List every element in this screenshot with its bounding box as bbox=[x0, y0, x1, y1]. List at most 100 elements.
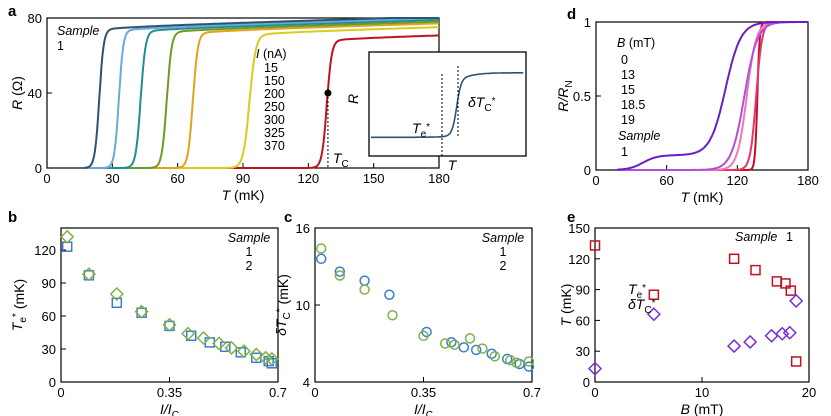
legend-entry-150: 150 bbox=[264, 74, 285, 88]
data-point bbox=[134, 304, 149, 319]
inset-curve bbox=[371, 72, 524, 139]
y-tick-label: 90 bbox=[576, 283, 590, 298]
y-tick-label: 1 bbox=[584, 15, 591, 30]
legend-title: Sample bbox=[482, 231, 524, 245]
x-tick-label: 30 bbox=[105, 171, 119, 186]
data-point bbox=[181, 326, 196, 341]
unit-text: (mK) bbox=[689, 189, 723, 205]
legend-entry-15: 15 bbox=[264, 61, 278, 75]
text-part: R bbox=[9, 100, 25, 110]
y-tick-label: 10 bbox=[296, 298, 310, 313]
text-part: C bbox=[644, 305, 651, 316]
data-point bbox=[224, 340, 239, 355]
data-point bbox=[750, 264, 761, 276]
y-tick-label: 0 bbox=[35, 161, 42, 176]
x-tick-label: 60 bbox=[659, 173, 673, 188]
text-part: I/I bbox=[160, 401, 172, 416]
data-point bbox=[775, 326, 790, 341]
x-tick-label: 0 bbox=[591, 385, 598, 400]
y-tick-label: 4 bbox=[303, 375, 310, 390]
data-point bbox=[780, 278, 791, 289]
legend-entry-0: Te* bbox=[628, 281, 646, 301]
text-part: e bbox=[421, 129, 427, 140]
text-part: T bbox=[333, 150, 343, 166]
data-point bbox=[334, 270, 346, 281]
unit-text: (mK) bbox=[275, 274, 291, 308]
text-part: * bbox=[426, 122, 430, 133]
x-tick-label: 0 bbox=[311, 385, 318, 400]
data-point bbox=[81, 267, 96, 282]
legend-entry-370: 370 bbox=[264, 139, 285, 153]
legend-entry-1: 1 bbox=[246, 245, 253, 259]
inset-dtc-label: δTC* bbox=[468, 94, 496, 114]
x-axis-label: B (mT) bbox=[681, 401, 724, 416]
text-part: T bbox=[9, 321, 25, 331]
data-point bbox=[511, 357, 522, 368]
data-point bbox=[212, 336, 227, 351]
panel-label: b bbox=[8, 209, 17, 226]
data-point bbox=[727, 339, 742, 354]
data-point bbox=[315, 243, 327, 254]
y-tick-label: 16 bbox=[296, 221, 310, 236]
data-point bbox=[505, 354, 516, 366]
data-point bbox=[446, 336, 457, 348]
x-axis-label: I/IC bbox=[160, 401, 179, 416]
data-point bbox=[523, 356, 535, 367]
y-axis-label: δTC* (mK) bbox=[273, 274, 293, 336]
x-axis-label: I/IC bbox=[414, 401, 433, 416]
panel-label: a bbox=[8, 3, 17, 20]
text-part: e bbox=[637, 290, 643, 301]
y-tick-label: 80 bbox=[28, 11, 42, 26]
text-part: C bbox=[426, 410, 433, 416]
data-point bbox=[764, 328, 779, 343]
x-axis-label: T (mK) bbox=[681, 189, 724, 205]
x-axis-label: T (mK) bbox=[222, 187, 265, 203]
text-part: * bbox=[642, 283, 646, 294]
y-tick-label: 60 bbox=[42, 309, 56, 324]
data-point bbox=[771, 276, 783, 287]
data-point bbox=[334, 266, 346, 277]
panel-label: c bbox=[284, 209, 292, 226]
data-point bbox=[477, 343, 488, 354]
text-part: T bbox=[681, 189, 691, 205]
data-point bbox=[359, 275, 370, 286]
data-point bbox=[264, 351, 279, 366]
data-point bbox=[648, 289, 660, 300]
text-part: B bbox=[681, 401, 690, 416]
text-part: C bbox=[341, 159, 348, 170]
legend-entry-300: 300 bbox=[264, 113, 285, 127]
x-tick-label: 0 bbox=[57, 385, 64, 400]
data-point bbox=[315, 253, 327, 265]
x-tick-label: 10 bbox=[695, 385, 709, 400]
legend-entry-325: 325 bbox=[264, 126, 285, 140]
sample-title: Sample bbox=[618, 129, 660, 143]
x-tick-label: 150 bbox=[363, 171, 385, 186]
unit-text: (mT) bbox=[625, 36, 655, 50]
data-point bbox=[387, 310, 398, 321]
text-part: * bbox=[652, 298, 656, 309]
text-part: T bbox=[448, 157, 458, 173]
text-part: * bbox=[11, 313, 22, 317]
text-part: T bbox=[628, 281, 638, 297]
text-part: δT bbox=[468, 94, 486, 110]
legend-entry-15: 15 bbox=[621, 83, 635, 97]
y-tick-label: 120 bbox=[34, 243, 56, 258]
data-point bbox=[589, 240, 601, 251]
data-point bbox=[249, 347, 264, 362]
text-part: R bbox=[345, 94, 361, 104]
text-part: C bbox=[172, 410, 179, 416]
x-tick-label: 0.35 bbox=[411, 385, 436, 400]
data-point bbox=[646, 307, 661, 322]
y-tick-label: 0 bbox=[583, 375, 590, 390]
unit-text: (mK) bbox=[558, 284, 574, 318]
data-point bbox=[418, 330, 429, 342]
legend-title: Sample bbox=[228, 231, 270, 245]
series-line-300 bbox=[84, 18, 440, 169]
data-point bbox=[790, 356, 802, 367]
inset-x-label: T bbox=[448, 157, 458, 173]
data-point bbox=[109, 286, 124, 302]
x-tick-label: 0.7 bbox=[523, 385, 541, 400]
